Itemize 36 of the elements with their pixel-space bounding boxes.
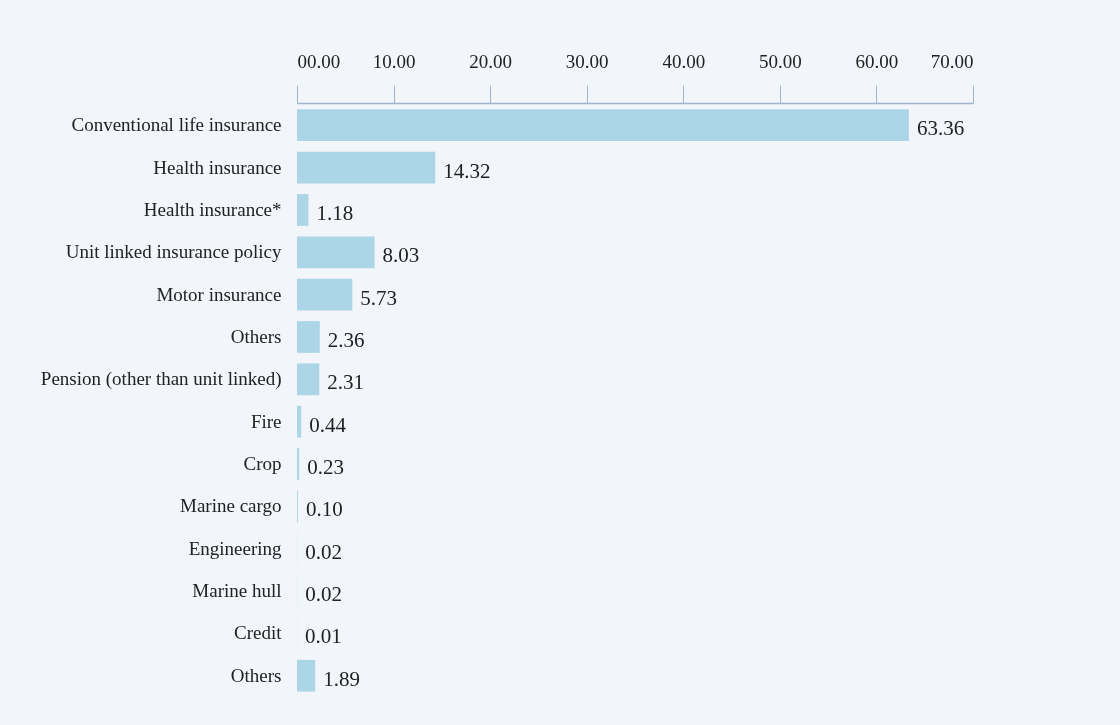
y-tick-label: Fire <box>250 410 282 432</box>
data-label: 2.31 <box>327 370 365 395</box>
y-tick-label: Unit linked insurance policy <box>65 241 282 263</box>
data-label: 1.89 <box>323 666 360 691</box>
data-label: 14.32 <box>443 158 491 183</box>
data-label: 0.23 <box>307 455 344 480</box>
data-label: 5.73 <box>360 285 398 310</box>
y-tick-label: Credit <box>234 622 283 644</box>
y-tick-label: Health insurance* <box>143 198 282 220</box>
x-tick-label: 50.00 <box>758 50 802 72</box>
y-tick-label: Marine hull <box>192 580 282 602</box>
x-tick-label: 00.00 <box>297 50 341 72</box>
data-label: 0.01 <box>305 624 342 649</box>
data-label: 63.36 <box>916 116 965 141</box>
y-tick-label: Others <box>230 664 282 686</box>
y-tick-label: Engineering <box>188 537 282 559</box>
x-tick-label: 10.00 <box>372 50 416 72</box>
y-tick-label: Marine cargo <box>180 495 282 517</box>
x-tick-label: 20.00 <box>469 50 513 72</box>
data-label: 0.02 <box>305 582 342 607</box>
data-label: 2.36 <box>327 327 365 352</box>
x-tick-label: 30.00 <box>565 50 609 72</box>
data-label: 8.03 <box>382 243 420 268</box>
y-tick-label: Pension (other than unit linked) <box>40 368 282 391</box>
x-tick-label: 60.00 <box>855 50 899 72</box>
y-tick-label: Conventional life insurance <box>71 114 282 136</box>
y-tick-label: Motor insurance <box>156 283 282 305</box>
y-tick-label: Health insurance <box>153 156 282 178</box>
data-label: 0.02 <box>305 539 342 564</box>
data-label: 0.44 <box>309 412 347 437</box>
y-tick-label: Others <box>230 325 282 347</box>
x-tick-label: 70.00 <box>930 50 974 72</box>
data-label: 1.18 <box>316 200 354 225</box>
data-label: 0.10 <box>305 497 343 522</box>
x-tick-label: 40.00 <box>662 50 706 72</box>
y-tick-label: Crop <box>243 453 282 475</box>
